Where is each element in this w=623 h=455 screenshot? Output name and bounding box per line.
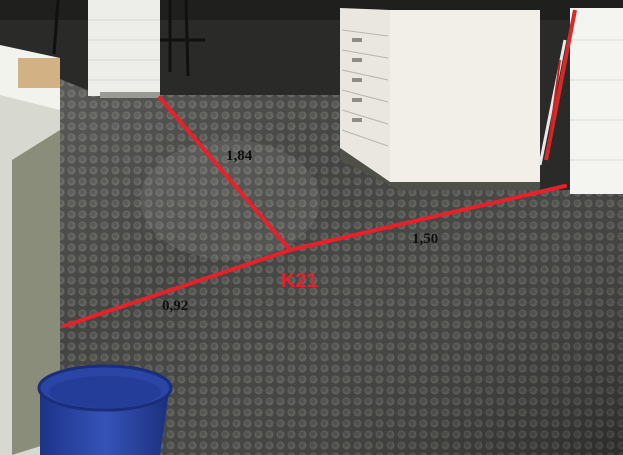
measure-line-1-84 xyxy=(158,96,292,252)
ranging-poles xyxy=(538,9,577,166)
measure-line-0-92 xyxy=(62,248,292,328)
right-wall xyxy=(570,8,623,194)
measure-line-1-50 xyxy=(288,184,567,252)
measurement-label-0-92: 0,92 xyxy=(162,298,189,314)
measurement-label-1-50: 1,50 xyxy=(412,231,439,247)
measurement-lines xyxy=(62,96,567,328)
measurement-label-1-84: 1,84 xyxy=(226,148,253,164)
chair xyxy=(52,0,205,77)
blue-bucket xyxy=(37,364,173,455)
point-label-k21: K21 xyxy=(281,270,318,292)
pillar xyxy=(88,0,160,96)
